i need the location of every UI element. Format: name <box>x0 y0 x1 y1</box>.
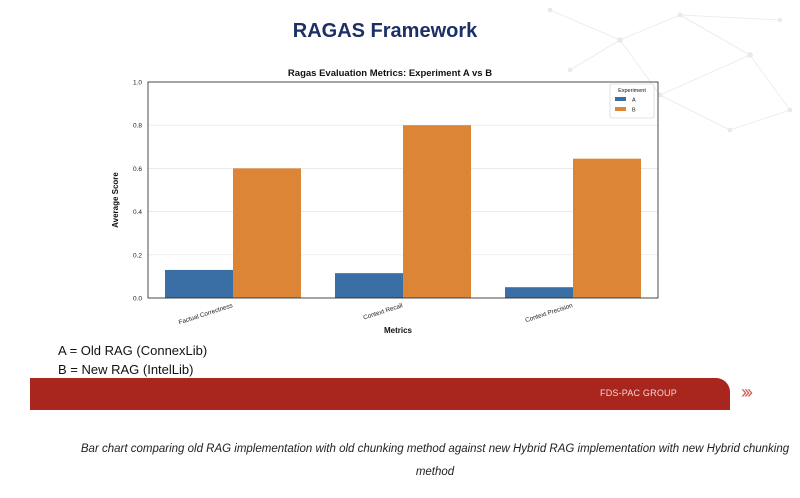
figure-caption: Bar chart comparing old RAG implementati… <box>80 443 790 478</box>
network-decoration <box>547 7 793 133</box>
legend-swatch-A <box>615 97 626 101</box>
x-axis-label: Metrics <box>384 326 413 335</box>
x-tick-label: Context Precision <box>525 302 575 324</box>
y-tick-label: 1.0 <box>133 80 142 87</box>
chevron-right-icon: ››› <box>741 382 753 402</box>
y-tick-label: 0.0 <box>133 296 142 303</box>
bar-chart: Ragas Evaluation Metrics: Experiment A v… <box>100 62 680 340</box>
y-tick-label: 0.2 <box>133 252 142 259</box>
y-axis-label: Average Score <box>111 172 120 228</box>
bar-B-1 <box>233 168 301 298</box>
legend: Experiment AB <box>609 83 655 119</box>
chart-title: Ragas Evaluation Metrics: Experiment A v… <box>288 68 492 79</box>
legend-label-B: B <box>632 108 636 114</box>
bar-A-2 <box>335 273 403 298</box>
legend-title: Experiment <box>618 88 646 94</box>
y-tick-label: 0.6 <box>133 166 142 173</box>
chart-svg: Ragas Evaluation Metrics: Experiment A v… <box>111 68 659 335</box>
bar-A-1 <box>165 269 233 298</box>
footer-banner <box>30 378 730 410</box>
plot-frame <box>147 81 659 299</box>
legend-note-b: B = New RAG (IntelLib) <box>58 362 194 377</box>
slide-title: RAGAS Framework <box>292 20 478 42</box>
legend-label-A: A <box>632 98 636 104</box>
legend-swatch-B <box>615 107 626 111</box>
y-tick-label: 0.4 <box>133 209 142 216</box>
x-tick-label: Factual Correctness <box>178 302 234 326</box>
y-tick-label: 0.8 <box>133 123 142 130</box>
legend-note-a: A = Old RAG (ConnexLib) <box>58 343 208 358</box>
bar-B-2 <box>403 125 471 298</box>
bar-B-3 <box>573 158 641 298</box>
bar-A-3 <box>505 287 573 298</box>
x-tick-label: Context Recall <box>363 302 404 321</box>
banner-text: FDS-PAC GROUP <box>600 388 677 398</box>
